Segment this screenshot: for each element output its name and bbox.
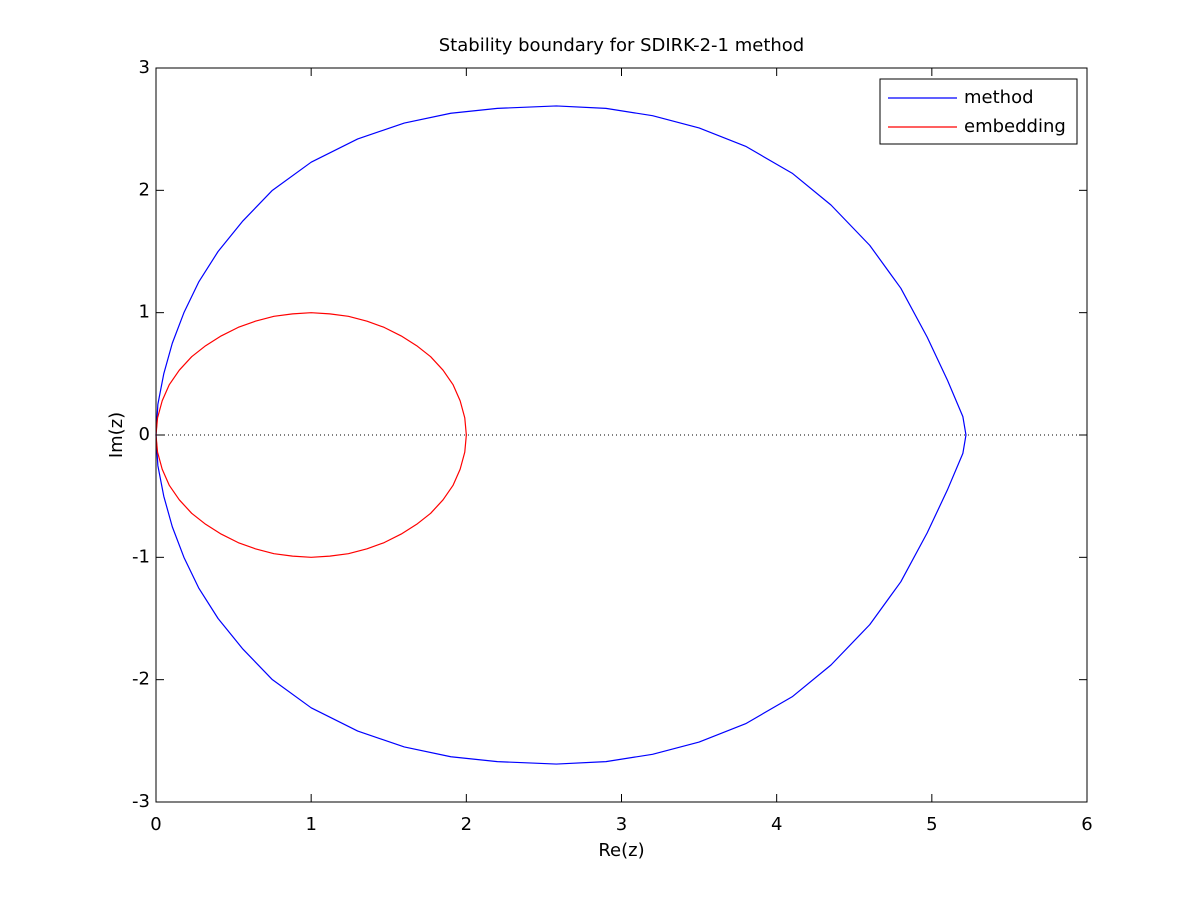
y-tick-label: -3: [132, 791, 150, 812]
y-tick-label: -2: [132, 669, 150, 690]
y-tick-label: 1: [139, 302, 150, 323]
x-tick-label: 6: [1081, 814, 1092, 835]
y-tick-label: 0: [139, 424, 150, 445]
y-tick-label: -1: [132, 546, 150, 567]
x-tick-label: 3: [616, 814, 627, 835]
legend: method embedding: [879, 78, 1078, 145]
x-axis-label: Re(z): [598, 840, 644, 861]
x-tick-label: 2: [461, 814, 472, 835]
series-line-embedding: [155, 312, 467, 558]
series-line-method: [155, 105, 967, 765]
x-tick-label: 4: [771, 814, 782, 835]
axis-ticks: 0 1 2 3 4 5 6 -3 -2 -1 0 1 2 3: [132, 57, 1093, 835]
y-tick-label: 3: [139, 57, 150, 78]
y-axis-label: Im(z): [106, 412, 127, 458]
x-tick-label: 0: [150, 814, 161, 835]
legend-label-embedding: embedding: [964, 116, 1066, 137]
series-group: [155, 105, 1087, 765]
y-tick-label: 2: [139, 179, 150, 200]
chart-title: Stability boundary for SDIRK-2-1 method: [439, 35, 804, 56]
x-tick-label: 1: [305, 814, 316, 835]
x-tick-label: 5: [926, 814, 937, 835]
legend-box: [879, 78, 1078, 145]
plot-frame: [155, 67, 1088, 803]
legend-label-method: method: [964, 87, 1034, 108]
